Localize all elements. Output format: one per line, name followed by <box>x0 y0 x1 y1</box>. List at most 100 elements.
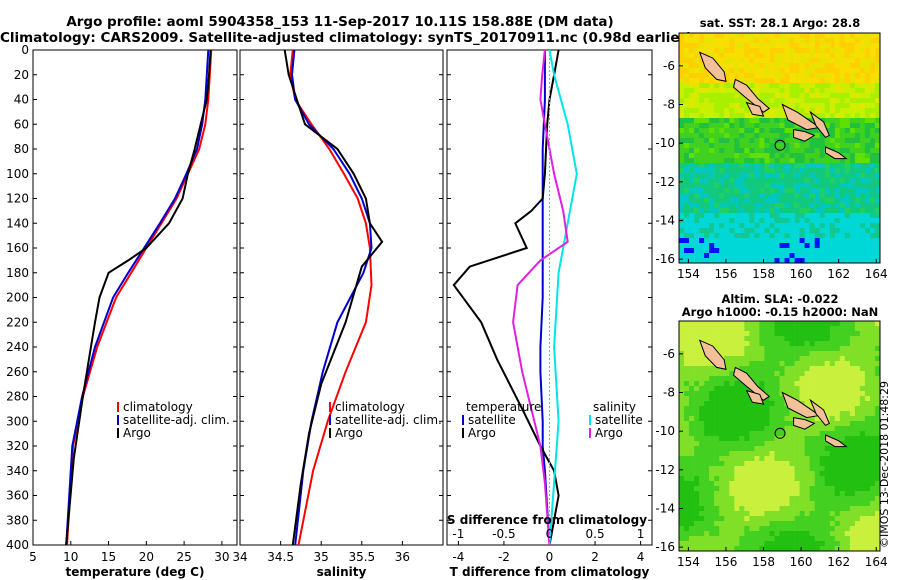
sst_map-cell <box>769 58 775 64</box>
sla_map-cell <box>729 376 735 382</box>
sst_map-cell <box>724 228 730 234</box>
sla_map-cell <box>834 351 841 357</box>
sst_map-cell <box>875 108 881 114</box>
sst_map-cell <box>784 163 790 169</box>
sla_map-cell <box>774 541 780 547</box>
sla_map-cell <box>870 471 876 477</box>
sla_map-cell <box>839 431 846 437</box>
sst_map-cell <box>769 173 775 179</box>
sla_map-cell <box>824 426 831 432</box>
sla_map-cell <box>784 531 790 537</box>
sla_map-cell <box>719 371 725 377</box>
sla_map-cell <box>839 486 846 492</box>
sla_map-cell <box>739 431 745 437</box>
sst_map-cell <box>764 128 770 134</box>
sla_map-cell <box>829 346 836 352</box>
sla_map-cell <box>699 471 705 477</box>
sla_map-cell <box>819 451 826 457</box>
sla_map-cell <box>870 451 876 457</box>
sla_map-cell <box>714 486 720 492</box>
sla_map-cell <box>679 406 685 412</box>
sst_map-cell <box>849 128 856 134</box>
sst_map-cell <box>864 108 871 114</box>
sst_map-cell <box>784 138 790 144</box>
sla_map-cell <box>829 426 836 432</box>
sla_map-cell <box>809 336 815 342</box>
sst_map-cell <box>734 118 740 124</box>
sst_map-cell <box>749 183 755 189</box>
sst_map-cell <box>734 198 740 204</box>
sst_map-cell <box>714 228 720 234</box>
sst_map-cell <box>759 83 765 89</box>
sla_map-cell <box>875 531 881 537</box>
sst_map-cell <box>754 183 760 189</box>
sla_map-cell <box>809 326 815 332</box>
sst_map-cell <box>779 148 785 154</box>
sla_map-cell <box>724 541 730 547</box>
depth-tick-label: 280 <box>6 390 29 404</box>
sla_map-cell <box>839 371 846 377</box>
sst_map-cell <box>849 233 856 239</box>
sla_map-cell <box>849 376 856 382</box>
sst_map-cell <box>859 258 866 264</box>
sst_map-cell <box>734 173 740 179</box>
sst_map-cell <box>784 98 790 104</box>
sst_map-cell <box>724 133 730 139</box>
temperature-xtick-label: 20 <box>139 550 154 564</box>
sst_map-cell <box>799 93 805 99</box>
sla_map-island <box>732 366 771 401</box>
sla_map-cell <box>709 521 715 527</box>
sla_map-cell <box>754 491 760 497</box>
sla_map-cell <box>774 521 780 527</box>
sla_map-cell <box>824 326 831 332</box>
sla_map-cell <box>774 336 780 342</box>
sla_map-cell <box>744 406 750 412</box>
sst_map-cell <box>819 178 826 184</box>
sla_map-cell <box>714 386 720 392</box>
sst_map-cell <box>779 243 785 249</box>
sst_map-cell <box>689 193 695 199</box>
sla_map-cell <box>694 516 700 522</box>
difference-t-legend-label: Argo <box>468 426 496 440</box>
sst_map-cell <box>809 158 815 164</box>
sla_map-cell <box>759 361 765 367</box>
sla_map-cell <box>864 421 871 427</box>
sst-map-title: sat. SST: 28.1 Argo: 28.8 <box>699 16 861 30</box>
sst_map-cell <box>870 53 876 59</box>
sla_map-cell <box>724 521 730 527</box>
sla_map-cell <box>849 371 856 377</box>
sst_map-cell <box>704 48 710 54</box>
sst_map-cell <box>875 68 881 74</box>
sla_map-cell <box>854 526 861 532</box>
sla_map-cell <box>709 341 715 347</box>
difference-xtick-label: 2 <box>591 550 599 564</box>
sla_map-cell <box>769 351 775 357</box>
sst_map-cell <box>704 38 710 44</box>
sla_map-cell <box>824 401 831 407</box>
sla_map-cell <box>719 516 725 522</box>
sla_map-cell <box>774 421 780 427</box>
sst_map-cell <box>714 88 720 94</box>
sla_map-cell <box>769 506 775 512</box>
sla_map-cell <box>739 526 745 532</box>
sst_map-cell <box>834 233 841 239</box>
sla_map-cell <box>769 391 775 397</box>
sst_map-cell <box>724 173 730 179</box>
sla_map-cell <box>689 491 695 497</box>
sla_map-cell <box>854 401 861 407</box>
sla_map-cell <box>694 511 700 517</box>
sla_map-cell <box>749 461 755 467</box>
sla_map-cell <box>854 536 861 542</box>
sst_map-cell <box>784 208 790 214</box>
sst_map-cell <box>809 33 815 39</box>
sst_map-cell <box>849 148 856 154</box>
sla_map-cell <box>769 361 775 367</box>
sst_map-cell <box>870 208 876 214</box>
sla_map-cell <box>849 381 856 387</box>
sla_map-cell <box>824 381 831 387</box>
sst_map-cell <box>864 148 871 154</box>
sla_map-cell <box>719 376 725 382</box>
sla_map-cell <box>839 446 846 452</box>
sla_map-cell <box>694 501 700 507</box>
sla_map-cell <box>789 436 795 442</box>
